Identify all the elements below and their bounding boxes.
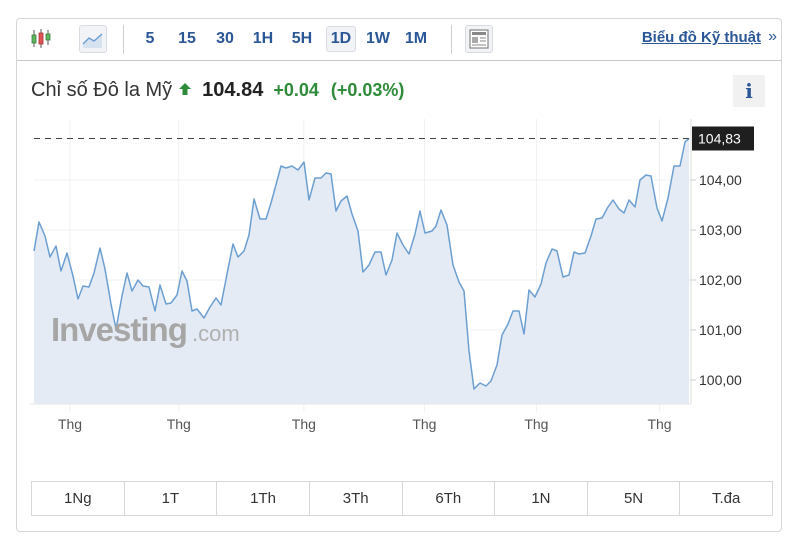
- layout-icon[interactable]: [465, 25, 493, 53]
- investing-watermark: Investing .com: [51, 311, 240, 348]
- period-30[interactable]: 30: [216, 30, 234, 47]
- svg-text:Thg: Thg: [412, 416, 436, 432]
- svg-text:Thg: Thg: [58, 416, 82, 432]
- period-5[interactable]: 5: [145, 30, 155, 47]
- svg-text:104,00: 104,00: [699, 172, 742, 188]
- instrument-name: Chỉ số Đô la Mỹ: [31, 79, 173, 101]
- area-chart-icon[interactable]: [79, 25, 107, 53]
- svg-text:102,00: 102,00: [699, 272, 742, 288]
- svg-text:100,00: 100,00: [699, 372, 742, 388]
- svg-text:Thg: Thg: [292, 416, 316, 432]
- range-1-year[interactable]: 1N: [495, 482, 588, 515]
- period-1m[interactable]: 1M: [404, 30, 428, 47]
- y-axis-labels: 100,00 101,00 102,00 103,00 104,00: [699, 172, 742, 388]
- range-5-years[interactable]: 5N: [588, 482, 681, 515]
- svg-text:103,00: 103,00: [699, 222, 742, 238]
- chart-widget: 5 15 30 1H 5H 1D 1W 1M Biểu đồ Kỹ thuật …: [16, 18, 782, 532]
- svg-text:104,83: 104,83: [698, 131, 741, 147]
- toolbar-divider: [123, 25, 124, 54]
- chart-area-fill: [34, 138, 689, 404]
- svg-text:.com: .com: [192, 321, 240, 346]
- svg-text:Thg: Thg: [167, 416, 191, 432]
- svg-text:Thg: Thg: [647, 416, 671, 432]
- range-3-months[interactable]: 3Th: [310, 482, 403, 515]
- x-axis-labels: Thg Thg Thg Thg Thg Thg: [58, 416, 672, 432]
- range-1-day[interactable]: 1Ng: [32, 482, 125, 515]
- price-change-percent: (+0.03%): [330, 80, 405, 100]
- info-button[interactable]: i: [733, 75, 765, 107]
- double-chevron-right-icon[interactable]: »: [768, 28, 777, 45]
- range-1-week[interactable]: 1T: [125, 482, 218, 515]
- svg-text:101,00: 101,00: [699, 322, 742, 338]
- svg-text:Investing: Investing: [51, 311, 187, 348]
- technical-chart-link[interactable]: Biểu đồ Kỹ thuật: [641, 29, 761, 46]
- range-1-month[interactable]: 1Th: [217, 482, 310, 515]
- period-1d[interactable]: 1D: [326, 26, 356, 52]
- chart-toolbar: 5 15 30 1H 5H 1D 1W 1M Biểu đồ Kỹ thuật …: [17, 19, 781, 61]
- period-1w[interactable]: 1W: [366, 30, 390, 47]
- candlestick-chart-icon[interactable]: [27, 25, 55, 53]
- price-change: +0.04: [273, 80, 319, 100]
- toolbar-divider: [451, 25, 452, 54]
- period-1h[interactable]: 1H: [252, 30, 274, 47]
- quote-header: Chỉ số Đô la Mỹ 104.84 +0.04 (+0.03%): [31, 79, 404, 103]
- range-6-months[interactable]: 6Th: [403, 482, 496, 515]
- last-price-tag: 104,83: [692, 126, 754, 151]
- last-price: 104.84: [202, 79, 264, 101]
- range-max[interactable]: T.đa: [712, 490, 741, 507]
- chart-line: [33, 137, 690, 390]
- period-15[interactable]: 15: [178, 30, 196, 47]
- period-5h[interactable]: 5H: [291, 30, 313, 47]
- range-selector: 1Ng 1T 1Th 3Th 6Th 1N 5N T.đa: [31, 481, 773, 516]
- svg-text:Thg: Thg: [524, 416, 548, 432]
